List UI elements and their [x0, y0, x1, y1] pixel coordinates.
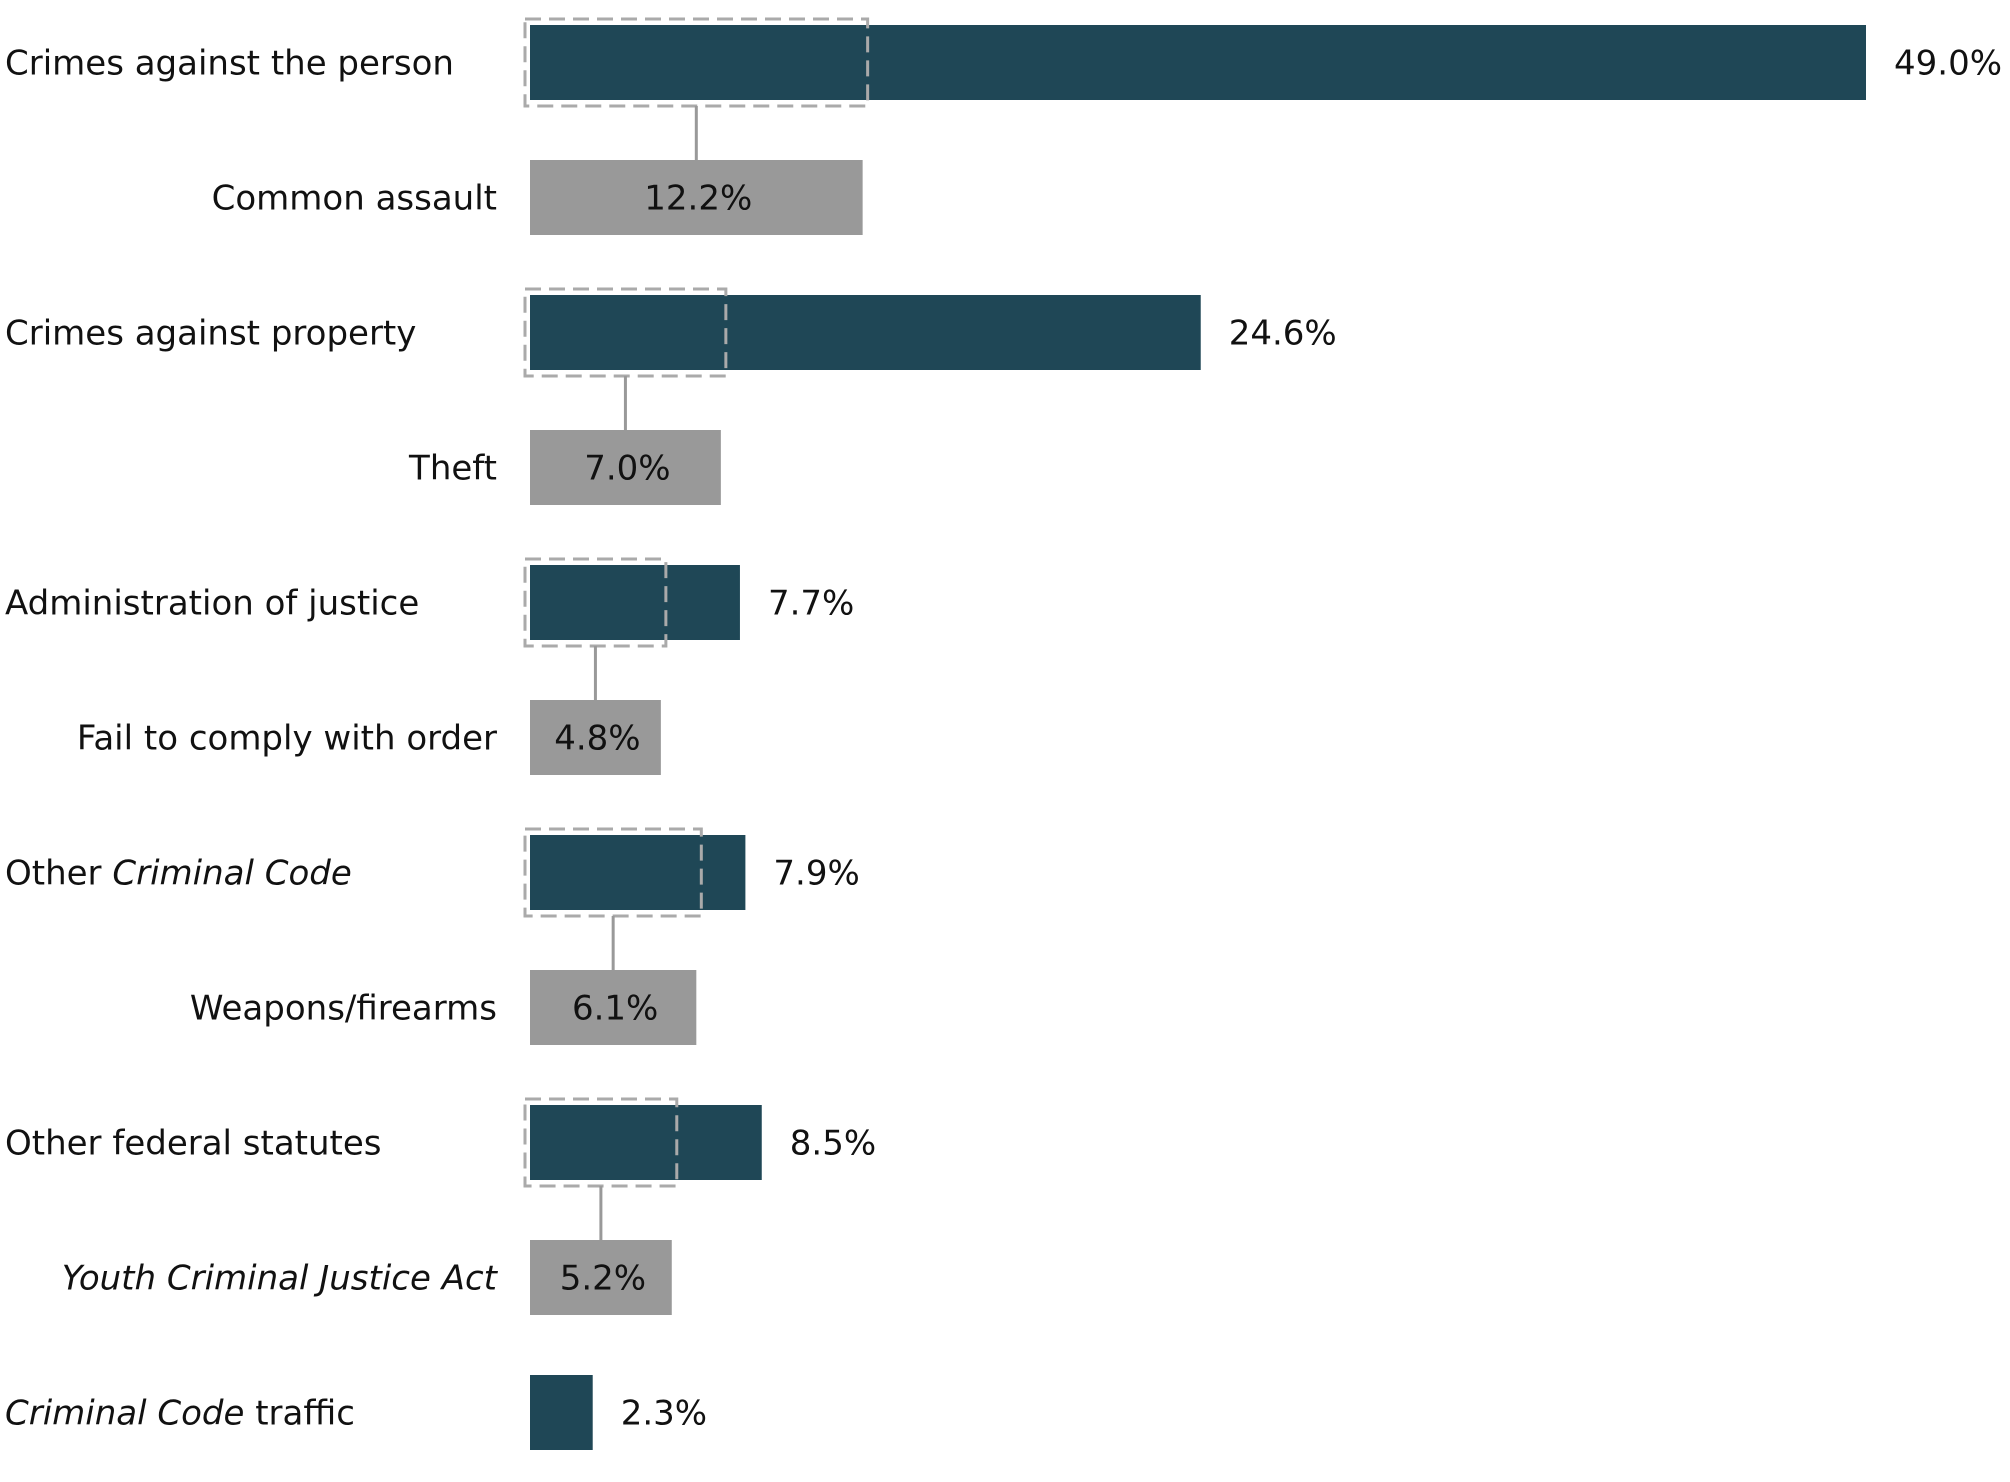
- subcategory-label-part: Common assault: [212, 179, 497, 219]
- category-label-part: Other federal statutes: [5, 1124, 382, 1164]
- category-value-label: 49.0%: [1894, 44, 2002, 84]
- subcategory-value-label: 7.0%: [584, 449, 670, 489]
- category-label: Other Criminal Code: [5, 854, 352, 894]
- category-value-label: 7.9%: [773, 854, 859, 894]
- category-bar: [530, 835, 746, 910]
- category-value-label: 2.3%: [621, 1394, 707, 1434]
- category-bar: [530, 1375, 593, 1450]
- subcategory-bar: [530, 430, 721, 505]
- subcategory-value-label: 6.1%: [572, 989, 658, 1029]
- category-bar: [530, 565, 740, 640]
- category-value-label: 24.6%: [1229, 314, 1337, 354]
- category-label-part: Crimes against the person: [5, 44, 454, 84]
- subcategory-label-part: Fail to comply with order: [77, 719, 497, 759]
- category-bar: [530, 295, 1201, 370]
- subcategory-label-part: Youth Criminal Justice Act: [62, 1259, 499, 1299]
- category-label-part: Administration of justice: [5, 584, 419, 624]
- category-value-label: 7.7%: [768, 584, 854, 624]
- subcategory-bar: [530, 1240, 672, 1315]
- category-bar: [530, 25, 1866, 100]
- subcategory-label: Common assault: [212, 179, 497, 219]
- subcategory-label: Theft: [408, 449, 497, 489]
- category-label: Administration of justice: [5, 584, 419, 624]
- subcategory-label: Fail to comply with order: [77, 719, 497, 759]
- category-label: Criminal Code traffic: [5, 1394, 355, 1434]
- subcategory-value-label: 4.8%: [554, 719, 640, 759]
- subcategory-bar: [530, 700, 661, 775]
- subcategory-bar: [530, 970, 697, 1045]
- category-label-part: traffic: [244, 1394, 355, 1434]
- category-label: Crimes against the person: [5, 44, 454, 84]
- category-bar: [530, 1105, 762, 1180]
- subcategory-label-part: Weapons/firearms: [190, 989, 497, 1029]
- category-label-part: Other: [5, 854, 112, 894]
- category-value-label: 8.5%: [790, 1124, 876, 1164]
- category-label-part: Criminal Code: [5, 1394, 244, 1434]
- subcategory-label-part: Theft: [408, 449, 497, 489]
- chart-content: Crimes against the person 49.0% Common ass…: [5, 17, 2002, 1450]
- category-label-part: Crimes against property: [5, 314, 416, 354]
- subcategory-value-label: 5.2%: [560, 1259, 646, 1299]
- subcategory-label: Weapons/firearms: [190, 989, 497, 1029]
- subcategory-value-label: 12.2%: [644, 179, 752, 219]
- subcategory-label: Youth Criminal Justice Act: [62, 1259, 499, 1299]
- category-label: Crimes against property: [5, 314, 416, 354]
- subcategory-bar: [530, 160, 863, 235]
- category-label: Other federal statutes: [5, 1124, 382, 1164]
- category-label-part: Criminal Code: [112, 854, 351, 894]
